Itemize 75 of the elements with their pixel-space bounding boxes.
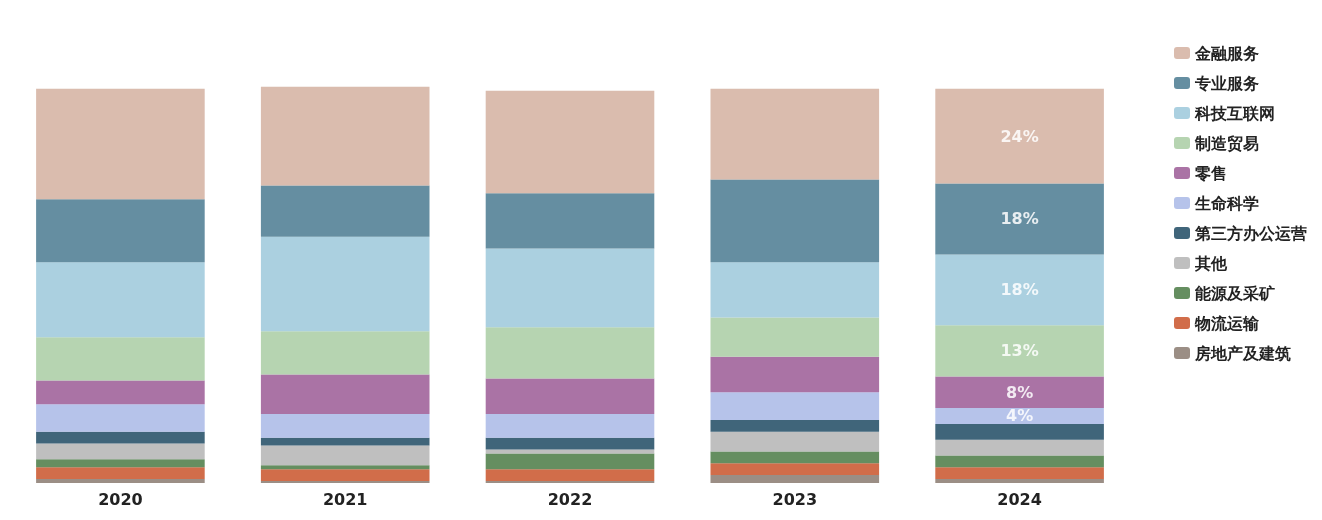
bar bbox=[36, 443, 205, 460]
data-label: 18% bbox=[1000, 280, 1039, 300]
bar bbox=[485, 414, 655, 438]
bar bbox=[710, 356, 880, 393]
bar bbox=[485, 378, 655, 415]
legend-label: 零售 bbox=[1194, 163, 1227, 183]
bar bbox=[935, 467, 1104, 480]
legend-label: 专业服务 bbox=[1194, 73, 1259, 93]
bar bbox=[710, 463, 880, 476]
data-label: 13% bbox=[1000, 341, 1039, 361]
bar bbox=[260, 469, 430, 482]
legend-label: 科技互联网 bbox=[1194, 103, 1275, 123]
data-label: 18% bbox=[1000, 209, 1039, 229]
legend-label: 生命科学 bbox=[1194, 193, 1259, 213]
bar bbox=[935, 254, 1104, 326]
legend-label: 制造贸易 bbox=[1194, 133, 1259, 153]
bar bbox=[485, 453, 655, 470]
data-label: 8% bbox=[1006, 382, 1034, 402]
bar bbox=[36, 380, 205, 405]
bar bbox=[260, 437, 430, 446]
bar bbox=[260, 374, 430, 415]
bar bbox=[935, 455, 1104, 468]
x-tick-label: 2021 bbox=[322, 489, 368, 509]
bar bbox=[485, 437, 655, 450]
bar bbox=[710, 431, 880, 452]
bar bbox=[36, 479, 205, 483]
x-tick-label: 2023 bbox=[772, 489, 818, 509]
bar bbox=[935, 479, 1104, 483]
bar bbox=[260, 445, 430, 466]
bar bbox=[935, 376, 1104, 409]
x-tick-label: 2020 bbox=[98, 489, 143, 509]
bar bbox=[485, 248, 655, 328]
bar bbox=[36, 262, 205, 338]
bar bbox=[36, 199, 205, 263]
bar bbox=[260, 236, 430, 332]
bar bbox=[260, 86, 430, 186]
data-label: 24% bbox=[1000, 126, 1039, 146]
bar bbox=[710, 392, 880, 420]
legend-label: 第三方办公运营 bbox=[1194, 223, 1307, 243]
bar bbox=[36, 431, 205, 444]
bar bbox=[935, 423, 1104, 440]
bar bbox=[710, 419, 880, 432]
bar bbox=[485, 90, 655, 194]
bar bbox=[36, 459, 205, 468]
bar bbox=[935, 183, 1104, 255]
bar bbox=[36, 404, 205, 432]
legend-label: 能源及采矿 bbox=[1195, 283, 1275, 303]
bar bbox=[710, 475, 880, 483]
bar bbox=[36, 88, 205, 200]
bar bbox=[710, 262, 880, 318]
legend-label: 房地产及建筑 bbox=[1194, 343, 1291, 363]
x-tick-label: 2022 bbox=[547, 489, 593, 509]
legend-label: 其他 bbox=[1194, 253, 1228, 273]
bar bbox=[935, 88, 1104, 184]
bar bbox=[485, 449, 655, 454]
bar bbox=[710, 179, 880, 263]
bar bbox=[485, 193, 655, 249]
bar bbox=[710, 88, 880, 180]
bar bbox=[935, 408, 1104, 424]
bar bbox=[36, 337, 205, 381]
x-tick-label: 2024 bbox=[997, 489, 1042, 509]
bar bbox=[935, 325, 1104, 377]
bar bbox=[260, 185, 430, 237]
legend-label: 物流运输 bbox=[1194, 313, 1260, 333]
data-label: 4% bbox=[1006, 406, 1034, 426]
bar bbox=[260, 331, 430, 375]
bar bbox=[710, 317, 880, 357]
legend-label: 金融服务 bbox=[1194, 43, 1259, 63]
bar bbox=[710, 451, 880, 464]
bar bbox=[260, 414, 430, 438]
bar bbox=[485, 469, 655, 482]
bar bbox=[935, 439, 1104, 456]
bar bbox=[485, 327, 655, 379]
bar bbox=[260, 465, 430, 470]
bar bbox=[36, 467, 205, 480]
